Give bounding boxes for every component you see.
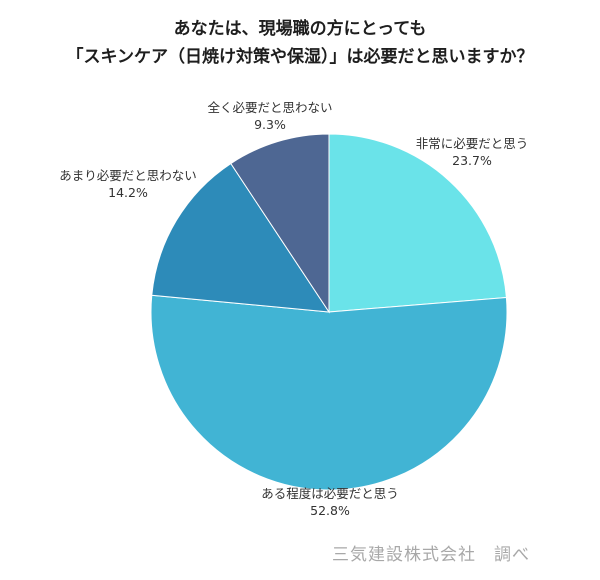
slice-value-label-1: 23.7% bbox=[452, 153, 492, 168]
slice-label-4: 全く必要だと思わない bbox=[207, 100, 332, 115]
slice-value-label-4: 9.3% bbox=[254, 117, 286, 132]
slice-value-label-3: 14.2% bbox=[108, 185, 148, 200]
chart-title-line-2: 「スキンケア（日焼け対策や保湿）」は必要だと思いますか？ bbox=[66, 47, 534, 67]
pie-labels: 非常に必要だと思う 23.7% ある程度は必要だと思う 52.8% あまり必要だと思わな… bbox=[59, 100, 528, 518]
chart-title-line-1: あなたは、現場職の方にとっても bbox=[173, 19, 427, 39]
source-credit: 三気建設株式会社 調べ bbox=[332, 545, 530, 565]
pie-slice-3 bbox=[151, 162, 330, 313]
pie-slice-1 bbox=[328, 133, 507, 313]
slice-label-2: ある程度は必要だと思う bbox=[261, 486, 399, 501]
pie-slice-2 bbox=[150, 294, 508, 491]
slice-value-label-2: 52.8% bbox=[310, 503, 350, 518]
slice-label-3: あまり必要だと思わない bbox=[59, 168, 197, 183]
pie-slices bbox=[150, 133, 508, 491]
pie-slice-4 bbox=[230, 133, 330, 314]
slice-label-1: 非常に必要だと思う bbox=[416, 136, 529, 151]
